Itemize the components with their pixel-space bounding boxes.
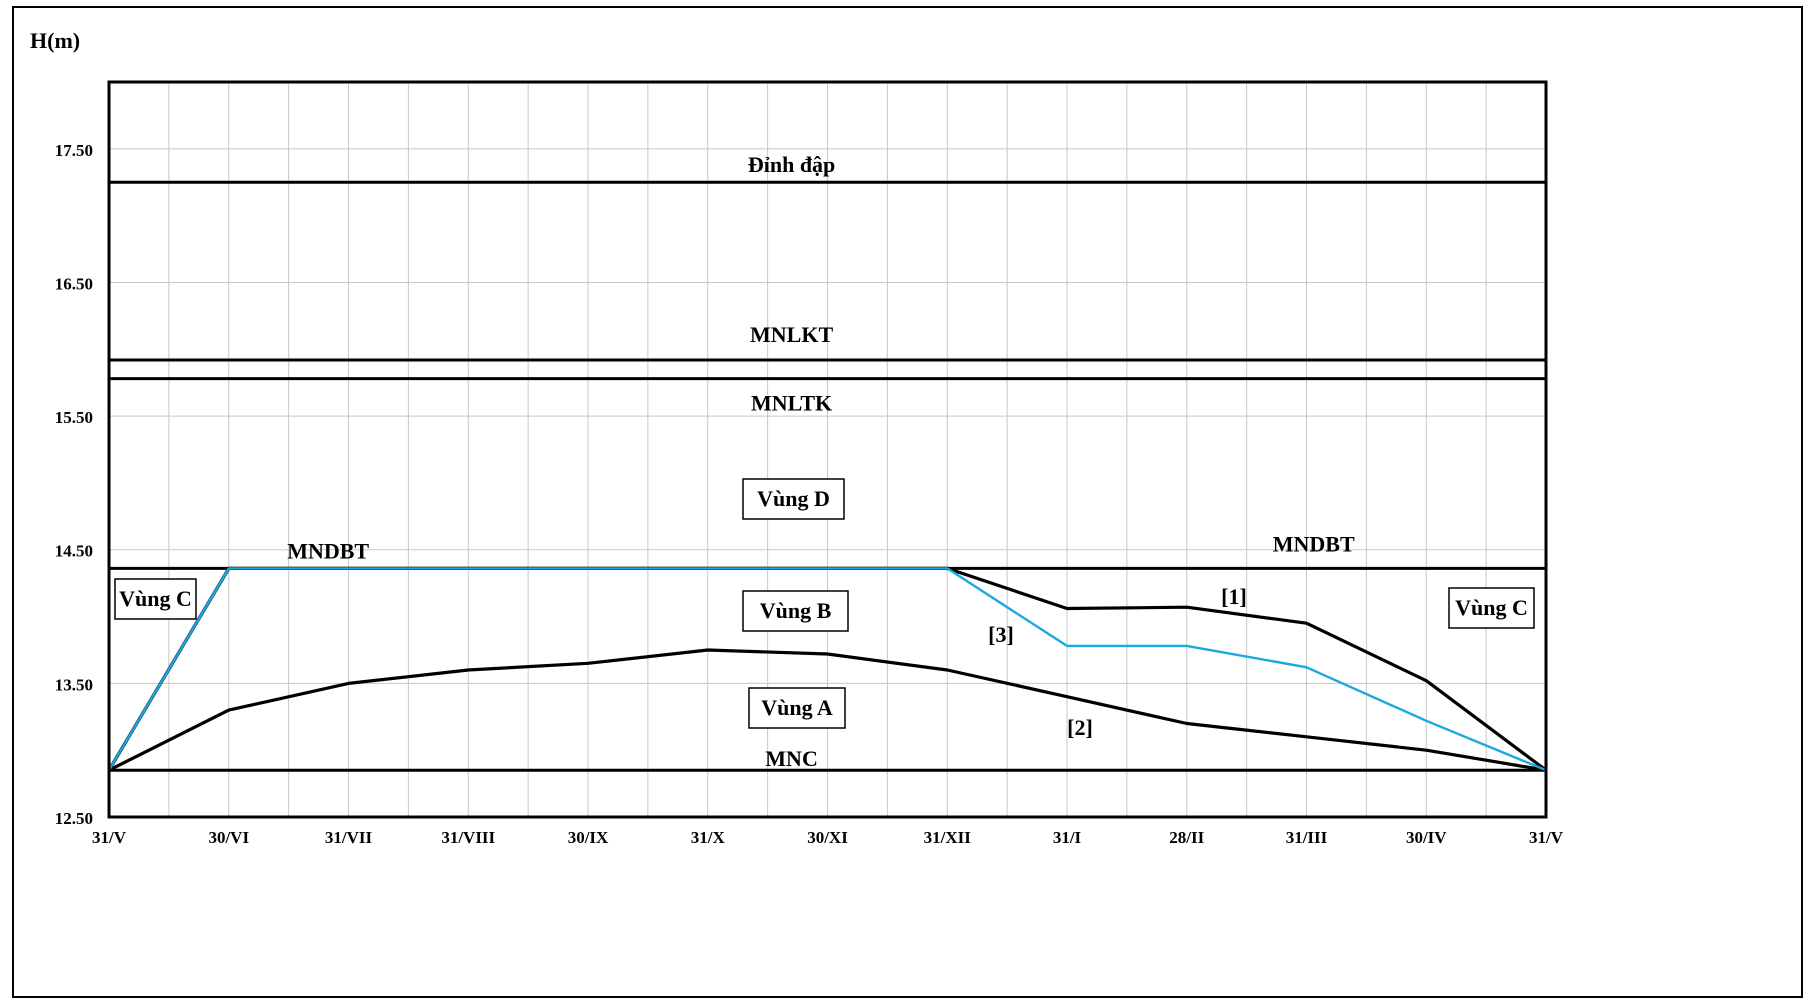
x-tick-label: 31/XII	[924, 828, 972, 847]
y-tick-label: 15.50	[55, 408, 93, 427]
plot-border	[107, 80, 1548, 819]
series-line-2	[108, 648, 1547, 772]
x-tick-label: 28/II	[1169, 828, 1204, 847]
level-label: Đỉnh đập	[748, 152, 835, 177]
x-tick-label: 30/VI	[208, 828, 249, 847]
chart-frame: 12.50 13.50 14.50 15.50 16.50 17.50 31/V 30/VI 3…	[12, 6, 1803, 998]
zone-label: Vùng A	[761, 695, 833, 720]
zone-box	[748, 687, 846, 729]
zone-box	[742, 590, 849, 632]
mndbt-label: MNDBT	[287, 538, 369, 563]
y-tick-label: 13.50	[55, 675, 93, 694]
level-label: MNLKT	[750, 322, 833, 347]
x-tick-label: 31/VII	[325, 828, 373, 847]
x-tick-label: 30/XI	[807, 828, 848, 847]
zone-box	[114, 578, 197, 620]
annotations: Đỉnh đập MNLKT MNLTK MNC MNDBT MNDBT [1] [2] [3]…	[114, 152, 1535, 771]
zone-box	[742, 478, 845, 520]
series-label: [1]	[1221, 584, 1247, 609]
x-tick-label: 31/X	[691, 828, 726, 847]
zone-label: Vùng D	[757, 486, 830, 511]
zone-box	[1448, 587, 1535, 629]
series-label: [3]	[988, 622, 1014, 647]
x-tick-label: 31/III	[1286, 828, 1328, 847]
x-tick-label: 31/V	[92, 828, 127, 847]
axes: 12.50 13.50 14.50 15.50 16.50 17.50 31/V 30/VI 3…	[30, 28, 1564, 847]
zone-label: Vùng B	[760, 598, 832, 623]
zone-label: Vùng C	[119, 586, 192, 611]
series-lines	[107, 566, 1547, 772]
x-tick-label: 31/VIII	[441, 828, 495, 847]
y-tick-label: 16.50	[55, 274, 93, 293]
reference-levels	[109, 180, 1546, 772]
x-tick-label: 31/V	[1529, 828, 1564, 847]
y-tick-label: 12.50	[55, 809, 93, 828]
level-label: MNLTK	[751, 391, 832, 416]
y-tick-label: 17.50	[55, 141, 93, 160]
x-tick-label: 30/IX	[568, 828, 609, 847]
series-label: [2]	[1067, 715, 1093, 740]
reservoir-operation-chart: 12.50 13.50 14.50 15.50 16.50 17.50 31/V 30/VI 3…	[30, 28, 1564, 847]
zone-label: Vùng C	[1455, 595, 1528, 620]
y-axis-label: H(m)	[30, 28, 80, 53]
y-tick-label: 14.50	[55, 542, 93, 561]
level-label: MNC	[765, 746, 818, 771]
x-tick-label: 30/IV	[1406, 828, 1447, 847]
series-line-3	[107, 567, 1547, 772]
mndbt-label: MNDBT	[1273, 531, 1355, 556]
x-tick-label: 31/I	[1053, 828, 1082, 847]
